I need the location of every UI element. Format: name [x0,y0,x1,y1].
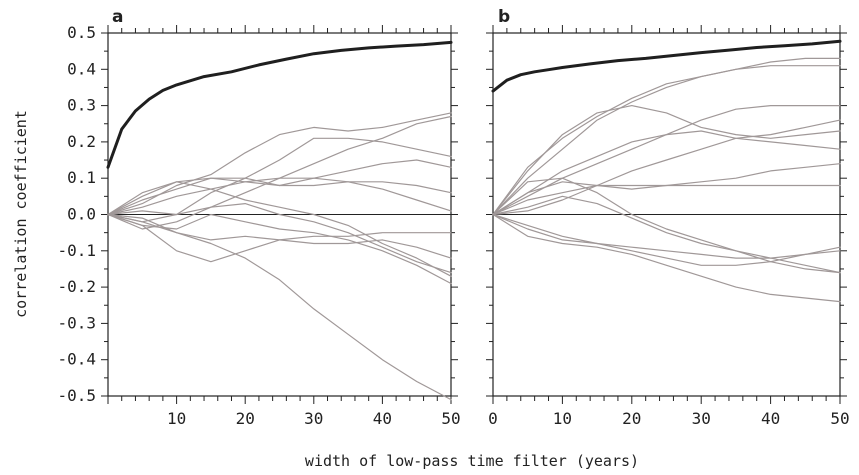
panel-a-label: a [112,7,123,27]
b-x-tick-label: 30 [692,409,711,428]
panel-b-label: b [498,7,510,27]
b-ensemble-series-line-13 [492,213,841,266]
b-x-tick-label: 40 [761,409,780,428]
a-y-tick-label: 0.2 [67,132,96,151]
a-y-tick-label: 0.1 [67,168,96,187]
a-y-tick-label: -0.3 [57,313,96,332]
a-y-tick-label: -0.4 [57,350,96,369]
a-ensemble-series-line-2 [107,137,452,223]
y-axis-title: correlation coefficient [12,110,30,318]
b-ensemble-series-line-2 [492,65,841,216]
panel-a-plot: 0.5 0.4 0.3 0.2 0.1 0.0 -0.1 -0.2 -0.3 -0.4 -0.5 10… [57,23,460,428]
b-ensemble-series-line-5 [492,130,841,216]
b-ensemble-series-line-1 [492,57,841,216]
a-y-tick-label: 0.5 [67,23,96,42]
b-x-tick-label: 20 [622,409,641,428]
a-x-tick-label: 30 [304,409,323,428]
b-ensemble-series-line-6 [492,119,841,216]
a-ensemble-series-line-11 [107,213,452,263]
a-x-tick-label: 50 [441,409,460,428]
a-highlight-series-line [106,40,453,169]
a-ensemble-series-line-8 [107,203,452,274]
b-ensemble-series-line-10 [492,195,841,274]
b-x-tick-label: 0 [488,409,498,428]
b-ensemble-series-line-11 [492,213,841,259]
b-ensemble-series-line-8 [492,184,841,216]
a-y-tick-label: -0.5 [57,386,96,405]
a-ensemble-series-line-7 [107,181,452,277]
a-ensemble-series-line-1 [107,112,452,216]
b-ensemble-series-line-9 [492,177,841,274]
b-ensemble-series-line-12 [492,213,841,303]
a-ensemble-series-line-12 [107,213,452,401]
a-ensemble-series-line-10 [107,213,452,259]
a-x-tick-label: 40 [373,409,392,428]
a-y-tick-label: -0.1 [57,241,96,260]
a-ensemble-series-line-5 [107,177,452,216]
a-x-tick-label: 20 [236,409,255,428]
a-y-tick-label: 0.0 [67,205,96,224]
b-x-tick-label: 50 [830,409,849,428]
b-x-tick-label: 10 [553,409,572,428]
b-ensemble-series-line-7 [492,163,841,216]
x-axis-title: width of low-pass time filter (years) [305,452,639,470]
panel-b-plot: 0 10 20 30 40 50 [486,25,850,428]
a-y-tick-label: -0.2 [57,277,96,296]
a-ensemble-series-line-4 [107,159,452,216]
b-highlight-series-line [491,39,842,93]
a-ensemble-series-line-6 [107,177,452,216]
a-x-tick-label: 10 [167,409,186,428]
b-ensemble-series-line-3 [492,104,841,216]
a-y-tick-label: 0.4 [67,59,96,78]
a-y-tick-label: 0.3 [67,96,96,115]
